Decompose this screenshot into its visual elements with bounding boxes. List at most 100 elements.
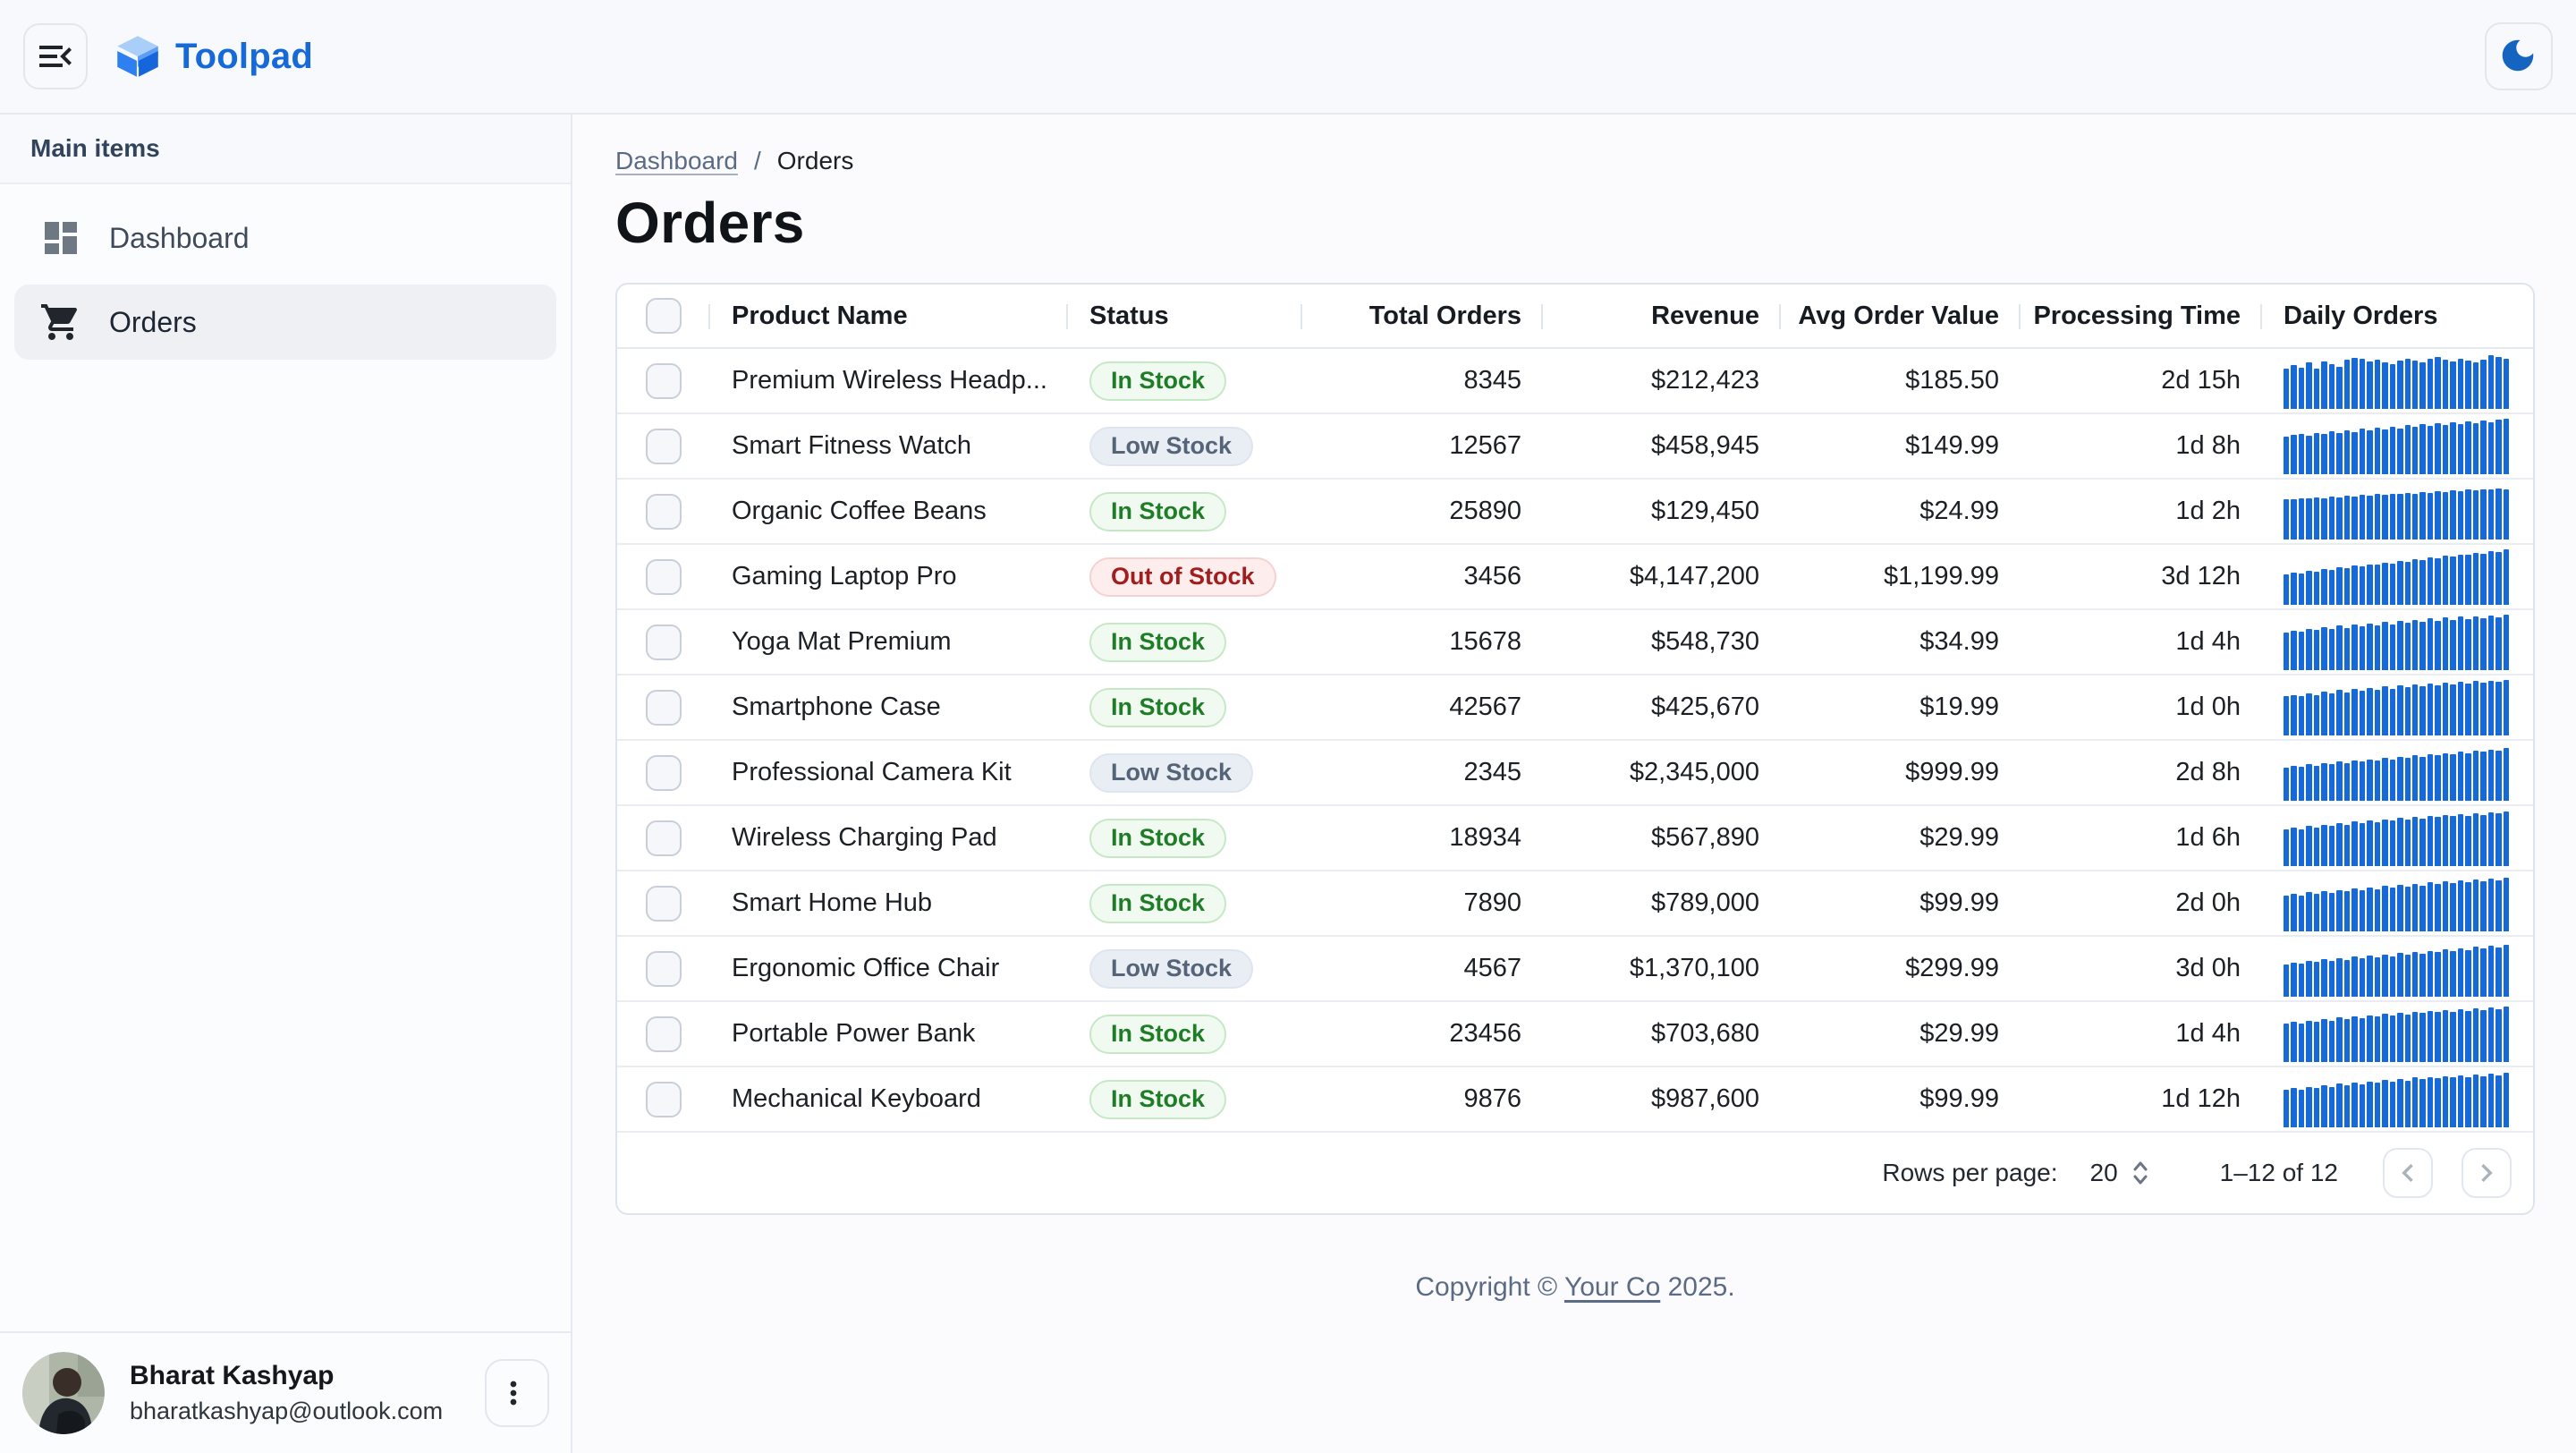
table-row[interactable]: Smart Home Hub In Stock 7890 $789,000 $9… — [617, 871, 2533, 937]
total-orders-cell: 7890 — [1463, 888, 1521, 917]
row-checkbox-cell — [617, 820, 710, 856]
rows-per-page-value[interactable]: 20 — [2089, 1159, 2118, 1186]
avg-order-value-cell: $29.99 — [1919, 1019, 1999, 1048]
select-all-checkbox[interactable] — [646, 298, 682, 334]
product-name-cell: Ergonomic Office Chair — [732, 954, 1000, 982]
avg-order-value-cell: $99.99 — [1919, 888, 1999, 917]
theme-toggle-button[interactable] — [2485, 22, 2553, 90]
daily-orders-sparkline — [2284, 941, 2510, 997]
sidebar-item-orders[interactable]: Orders — [14, 285, 556, 360]
status-cell: In Stock — [1068, 1079, 1302, 1119]
row-checkbox[interactable] — [646, 624, 682, 660]
row-checkbox[interactable] — [646, 754, 682, 791]
row-checkbox-cell — [617, 885, 710, 922]
column-header-processing-time[interactable]: Processing Time — [2021, 285, 2262, 347]
revenue-cell: $703,680 — [1651, 1019, 1759, 1048]
row-checkbox[interactable] — [646, 950, 682, 987]
table-row[interactable]: Yoga Mat Premium In Stock 15678 $548,730… — [617, 610, 2533, 676]
table-row[interactable]: Gaming Laptop Pro Out of Stock 3456 $4,1… — [617, 545, 2533, 610]
row-checkbox[interactable] — [646, 820, 682, 856]
table-row[interactable]: Portable Power Bank In Stock 23456 $703,… — [617, 1002, 2533, 1067]
status-badge: In Stock — [1089, 622, 1227, 662]
app-title: Toolpad — [175, 36, 313, 76]
product-name-cell: Smartphone Case — [732, 693, 941, 721]
pagination-next-button[interactable] — [2462, 1148, 2512, 1198]
row-checkbox[interactable] — [646, 689, 682, 726]
user-email: bharatkashyap@outlook.com — [130, 1398, 444, 1424]
processing-time-cell: 1d 8h — [2175, 431, 2241, 460]
processing-time-cell: 3d 12h — [2161, 562, 2241, 591]
row-checkbox[interactable] — [646, 362, 682, 399]
column-header-daily-orders[interactable]: Daily Orders — [2284, 301, 2438, 330]
rows-per-page-label: Rows per page: — [1882, 1159, 2058, 1186]
table-row[interactable]: Smart Fitness Watch Low Stock 12567 $458… — [617, 414, 2533, 480]
product-name-cell: Wireless Charging Pad — [732, 823, 997, 852]
daily-orders-cell — [2262, 418, 2533, 474]
breadcrumb: Dashboard / Orders — [615, 147, 2535, 175]
row-checkbox-cell — [617, 624, 710, 660]
table-row[interactable]: Ergonomic Office Chair Low Stock 4567 $1… — [617, 937, 2533, 1002]
status-cell: Low Stock — [1068, 948, 1302, 989]
avg-order-value-cell: $149.99 — [1905, 431, 1999, 460]
row-checkbox-cell — [617, 558, 710, 595]
product-name-cell: Yoga Mat Premium — [732, 627, 952, 656]
daily-orders-cell — [2262, 1072, 2533, 1127]
table-row[interactable]: Premium Wireless Headp... In Stock 8345 … — [617, 349, 2533, 414]
column-header-product-name[interactable]: Product Name — [710, 285, 1068, 347]
company-link[interactable]: Your Co — [1563, 1272, 1661, 1302]
breadcrumb-link-dashboard[interactable]: Dashboard — [615, 147, 738, 174]
rows-per-page-select-icon[interactable] — [2127, 1155, 2154, 1191]
shopping-cart-icon — [39, 301, 82, 344]
table-row[interactable]: Smartphone Case In Stock 42567 $425,670 … — [617, 676, 2533, 741]
revenue-cell: $212,423 — [1651, 366, 1759, 395]
user-menu-button[interactable] — [485, 1359, 549, 1427]
status-cell: Low Stock — [1068, 752, 1302, 793]
row-checkbox[interactable] — [646, 428, 682, 464]
sidebar-collapse-button[interactable] — [23, 23, 88, 89]
daily-orders-sparkline — [2284, 1006, 2510, 1062]
daily-orders-sparkline — [2284, 1072, 2510, 1127]
sidebar-item-dashboard[interactable]: Dashboard — [14, 200, 556, 276]
avg-order-value-cell: $1,199.99 — [1883, 562, 1999, 591]
daily-orders-cell — [2262, 941, 2533, 997]
row-checkbox[interactable] — [646, 558, 682, 595]
row-checkbox-cell — [617, 493, 710, 530]
select-all-header-cell[interactable] — [617, 285, 710, 347]
daily-orders-cell — [2262, 548, 2533, 605]
product-name-cell: Portable Power Bank — [732, 1019, 976, 1048]
table-row[interactable]: Professional Camera Kit Low Stock 2345 $… — [617, 741, 2533, 806]
row-checkbox[interactable] — [646, 493, 682, 530]
row-checkbox[interactable] — [646, 885, 682, 922]
daily-orders-cell — [2262, 745, 2533, 801]
total-orders-cell: 23456 — [1449, 1019, 1521, 1048]
app-logo-home-link[interactable]: Toolpad — [114, 33, 313, 80]
pagination-prev-button[interactable] — [2383, 1148, 2433, 1198]
daily-orders-sparkline — [2284, 418, 2510, 474]
status-badge: In Stock — [1089, 491, 1227, 531]
table-row[interactable]: Organic Coffee Beans In Stock 25890 $129… — [617, 480, 2533, 545]
row-checkbox[interactable] — [646, 1015, 682, 1052]
table-row[interactable]: Mechanical Keyboard In Stock 9876 $987,6… — [617, 1067, 2533, 1133]
sidebar: Main items Dashboard Orders — [0, 115, 572, 1453]
revenue-cell: $548,730 — [1651, 627, 1759, 656]
column-header-revenue[interactable]: Revenue — [1543, 285, 1781, 347]
status-badge: In Stock — [1089, 361, 1227, 401]
user-info: Bharat Kashyap bharatkashyap@outlook.com — [130, 1361, 443, 1425]
breadcrumb-separator: / — [753, 147, 761, 174]
row-checkbox[interactable] — [646, 1081, 682, 1117]
daily-orders-sparkline — [2284, 353, 2510, 409]
sidebar-item-label: Orders — [109, 305, 197, 338]
sidebar-section-label: Main items — [0, 115, 571, 184]
product-name-cell: Gaming Laptop Pro — [732, 562, 957, 591]
more-vert-icon — [496, 1375, 538, 1411]
avg-order-value-cell: $24.99 — [1919, 497, 1999, 525]
column-header-status[interactable]: Status — [1068, 285, 1302, 347]
column-header-total-orders[interactable]: Total Orders — [1302, 285, 1543, 347]
product-name-cell: Professional Camera Kit — [732, 758, 1012, 786]
status-badge: Low Stock — [1089, 948, 1254, 989]
product-name-cell: Mechanical Keyboard — [732, 1084, 981, 1113]
column-header-avg-order-value[interactable]: Avg Order Value — [1781, 285, 2021, 347]
table-row[interactable]: Wireless Charging Pad In Stock 18934 $56… — [617, 806, 2533, 871]
status-badge: In Stock — [1089, 883, 1227, 923]
table-header-row: Product Name Status Total Orders Revenue… — [617, 285, 2533, 349]
